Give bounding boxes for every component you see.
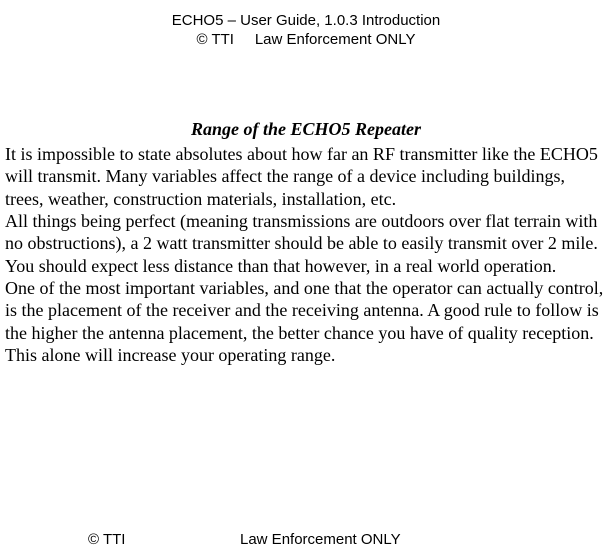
header-restriction: Law Enforcement ONLY (255, 31, 416, 48)
document-page: ECHO5 – User Guide, 1.0.3 Introduction ©… (0, 0, 612, 549)
footer-copyright: © TTI (88, 531, 125, 548)
header-subline: © TTI Law Enforcement ONLY (197, 31, 416, 50)
paragraph-2: All things being perfect (meaning transm… (5, 210, 607, 277)
paragraph-1: It is impossible to state absolutes abou… (5, 143, 607, 210)
footer-restriction: Law Enforcement ONLY (240, 531, 401, 548)
body-text: It is impossible to state absolutes abou… (5, 143, 607, 366)
page-header: ECHO5 – User Guide, 1.0.3 Introduction ©… (0, 12, 612, 50)
paragraph-3: One of the most important variables, and… (5, 277, 607, 366)
section-title: Range of the ECHO5 Repeater (0, 119, 612, 140)
header-copyright: © TTI (197, 31, 234, 48)
header-title: ECHO5 – User Guide, 1.0.3 Introduction (0, 12, 612, 31)
